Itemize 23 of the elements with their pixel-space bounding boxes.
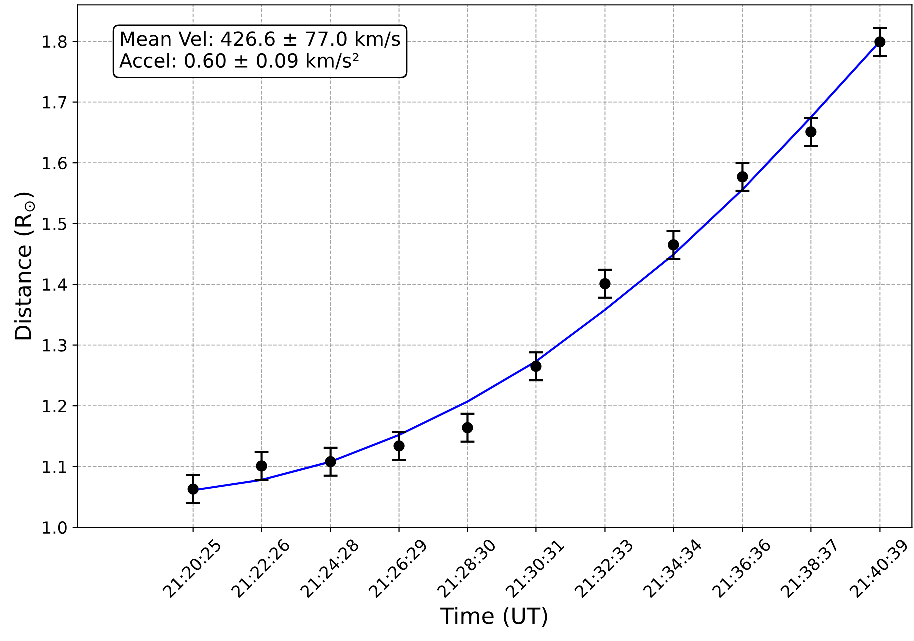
y-tick-label: 1.4 <box>43 278 68 291</box>
point <box>806 126 817 138</box>
point <box>737 171 748 183</box>
y-tick-label: 1.7 <box>43 96 67 109</box>
point <box>256 460 268 472</box>
y-tick-label: 1.1 <box>43 460 66 474</box>
y-tick-label: 1.5 <box>43 218 67 230</box>
y-tick-label: 1.2 <box>43 400 66 412</box>
annotation: Mean Vel: 426.6 ± 77.0 km/s Accel: 0.60 ± 0.09 km/s² <box>120 31 400 70</box>
point <box>325 456 336 468</box>
point <box>188 484 199 495</box>
y-tick-label: 1.8 <box>43 36 67 48</box>
y-tick-label: 1.3 <box>43 339 67 352</box>
point <box>600 278 611 290</box>
point <box>530 361 542 372</box>
point <box>462 422 474 434</box>
y-axis-title: Distance (R$_{⊙}$) <box>14 192 36 340</box>
point <box>874 36 886 48</box>
x-axis-title: Time (UT) <box>440 607 548 627</box>
point <box>668 240 680 251</box>
y-tick-label: 1.6 <box>43 157 67 170</box>
y-tick-label: 1.0 <box>43 522 67 534</box>
point <box>394 440 405 452</box>
